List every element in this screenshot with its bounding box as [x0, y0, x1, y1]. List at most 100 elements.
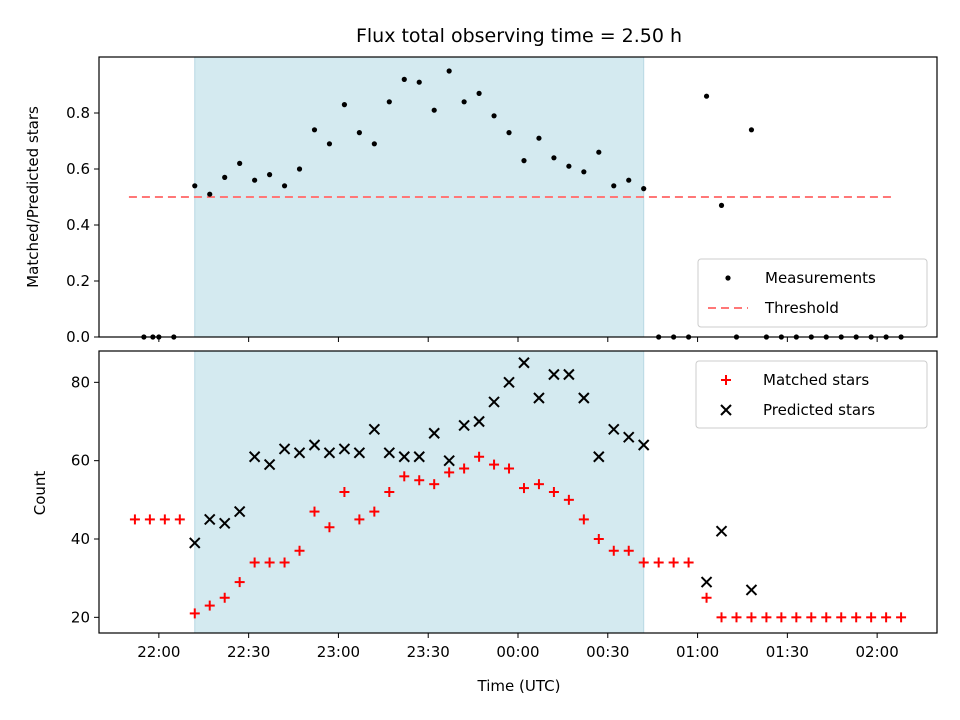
measurement-point — [476, 90, 482, 96]
matched-star-point — [309, 506, 320, 517]
x-tick-label: 23:30 — [407, 643, 450, 661]
matched-star-point — [219, 592, 230, 603]
matched-star-point — [174, 514, 185, 525]
matched-star-point — [474, 451, 485, 462]
matched-star-point — [866, 612, 877, 623]
top-legend-box — [697, 258, 928, 328]
top-panel: 0.0 0.2 0.4 0.6 0.8 Measurements Threshold — [66, 56, 938, 346]
measurement-point — [641, 186, 647, 192]
matched-star-point — [249, 557, 260, 568]
predicted-star-point — [578, 392, 590, 404]
predicted-star-point — [608, 423, 620, 436]
matched-star-point — [414, 475, 425, 486]
matched-star-point — [159, 514, 170, 525]
matched-star-point — [129, 514, 140, 525]
predicted-star-point — [189, 537, 201, 549]
matched-star-point — [533, 479, 544, 490]
x-tick-label: 22:30 — [227, 643, 270, 661]
matched-star-point — [731, 612, 742, 623]
predicted-star-point — [398, 451, 410, 463]
chart-title: Flux total observing time = 2.50 h — [356, 25, 682, 47]
predicted-star-point — [563, 368, 575, 381]
predicted-star-point — [323, 447, 336, 459]
matched-star-point — [578, 514, 589, 525]
predicted-star-point — [637, 439, 650, 451]
bottom-legend: Matched stars Predicted stars — [695, 360, 928, 429]
top-y-tick-label: 0.4 — [66, 216, 90, 234]
measurement-point — [311, 127, 318, 133]
matched-star-point — [623, 545, 634, 556]
predicted-star-point — [353, 447, 366, 459]
top-y-tick-label: 0.8 — [66, 104, 90, 122]
predicted-star-point — [248, 451, 261, 463]
bottom-y-tick-label: 40 — [71, 530, 90, 548]
measurement-point — [192, 183, 198, 189]
matched-star-point — [279, 557, 290, 568]
measurement-point — [266, 172, 273, 178]
predicted-star-point — [413, 451, 425, 463]
top-y-tick-label: 0.0 — [66, 328, 90, 346]
measurement-point — [748, 127, 755, 133]
predicted-star-point — [518, 357, 530, 369]
measurement-point — [551, 155, 557, 161]
predicted-star-point — [383, 447, 396, 459]
measurement-point — [703, 93, 710, 99]
x-tick-label: 23:00 — [317, 643, 360, 661]
bottom-y-tick-label: 80 — [71, 373, 90, 391]
matched-star-point — [683, 557, 694, 568]
matched-star-point — [716, 612, 727, 623]
bottom-panel: 20 40 60 80 22:00 22:30 23:00 23:30 00:00 00:30 01… — [71, 350, 938, 661]
x-tick-label: 02:00 — [856, 643, 899, 661]
matched-star-point — [354, 514, 365, 525]
predicted-star-point — [308, 439, 321, 451]
legend-matched-label: Matched stars — [763, 371, 869, 389]
matched-star-point — [504, 463, 515, 474]
legend-measurement-marker — [725, 275, 731, 281]
measurement-point — [326, 141, 333, 147]
x-tick-label: 01:30 — [766, 643, 809, 661]
predicted-star-point — [715, 525, 728, 537]
measurement-point — [237, 160, 243, 166]
matched-star-point — [761, 612, 772, 623]
bottom-legend-box — [695, 360, 928, 429]
matched-star-point — [653, 557, 664, 568]
x-tick-label: 22:00 — [137, 643, 180, 661]
predicted-star-point — [368, 423, 381, 436]
matched-star-point — [144, 514, 155, 525]
measurement-point — [566, 163, 572, 169]
predicted-star-point — [700, 576, 713, 588]
matched-star-point — [189, 608, 200, 619]
measurement-point — [386, 99, 392, 105]
matched-star-point — [444, 467, 455, 478]
measurement-point — [401, 76, 407, 82]
measurement-point — [252, 177, 258, 183]
top-legend: Measurements Threshold — [697, 258, 928, 328]
measurement-point — [356, 130, 362, 136]
matched-star-point — [836, 612, 847, 623]
predicted-star-point — [293, 447, 306, 459]
measurement-point — [371, 141, 377, 147]
matched-star-point — [518, 483, 529, 494]
measurement-point — [596, 149, 602, 155]
matched-star-point — [459, 463, 470, 474]
predicted-star-point — [473, 415, 485, 428]
predicted-star-point — [548, 368, 560, 381]
legend-measurements-label: Measurements — [765, 269, 876, 287]
measurement-point — [626, 177, 632, 183]
matched-star-point — [264, 557, 275, 568]
x-axis-label: Time (UTC) — [477, 677, 561, 695]
predicted-star-point — [338, 443, 351, 455]
matched-star-point — [701, 592, 712, 603]
bottom-y-tick-label: 60 — [71, 452, 90, 470]
matched-star-point — [806, 612, 817, 623]
matched-star-point — [234, 577, 245, 588]
matched-star-point — [608, 545, 619, 556]
predicted-star-point — [263, 458, 276, 471]
measurement-point — [581, 169, 587, 175]
predicted-star-point — [488, 396, 500, 408]
matched-star-point — [881, 612, 892, 623]
measurement-point — [521, 158, 527, 164]
matched-star-point — [324, 522, 335, 533]
matched-star-point — [399, 471, 410, 482]
matched-star-point — [638, 557, 649, 568]
